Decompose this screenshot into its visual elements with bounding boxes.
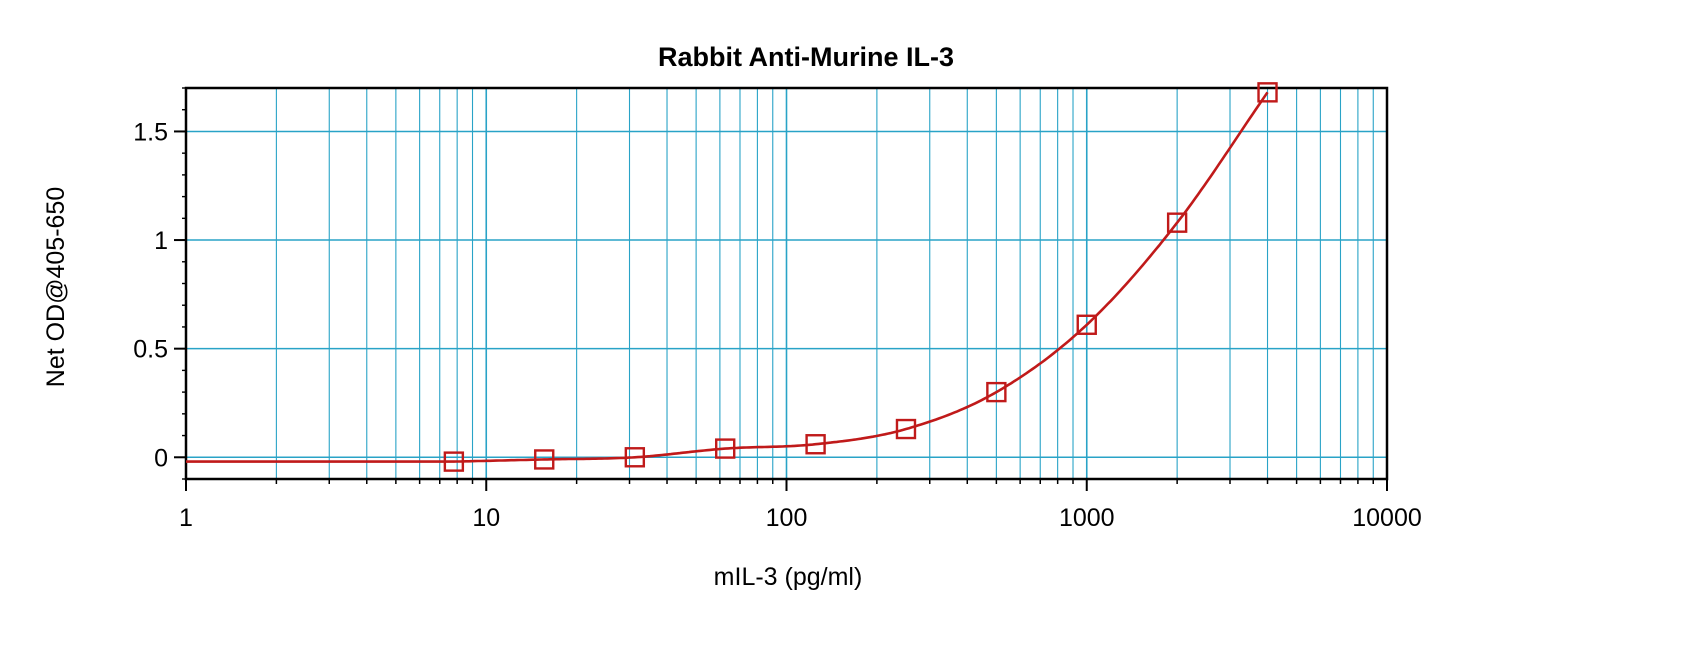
- data-point: [805, 434, 826, 455]
- data-point: [715, 438, 736, 459]
- data-point: [1257, 82, 1278, 103]
- y-tick-label: 0: [154, 444, 168, 472]
- tick-labels: 1 10 100 1000 10000 0 0.5 1 1.5: [133, 118, 1422, 532]
- x-tick-label: 1000: [1059, 504, 1115, 532]
- y-tick-label: 0.5: [133, 336, 168, 364]
- y-tick-label: 1.5: [133, 118, 168, 146]
- data-point: [624, 447, 646, 468]
- data-point: [986, 381, 1007, 403]
- series-plot: [186, 82, 1278, 472]
- data-point: [1076, 314, 1097, 335]
- chart-title: Rabbit Anti-Murine IL-3: [658, 42, 954, 72]
- data-point: [534, 449, 555, 470]
- y-tick-label: 1: [154, 227, 168, 255]
- y-axis-label: Net OD@405-650: [42, 187, 70, 387]
- x-tick-label: 10000: [1352, 504, 1422, 532]
- x-tick-label: 1: [179, 504, 193, 532]
- data-point: [895, 418, 917, 440]
- x-axis-label: mIL-3 (pg/ml): [714, 563, 863, 591]
- fit-curve: [186, 91, 1269, 463]
- x-tick-label: 100: [766, 504, 808, 532]
- grid: [185, 88, 1387, 479]
- data-point: [1166, 212, 1188, 233]
- x-tick-label: 10: [472, 504, 500, 532]
- axes: [174, 86, 1389, 491]
- data-point: [443, 451, 465, 472]
